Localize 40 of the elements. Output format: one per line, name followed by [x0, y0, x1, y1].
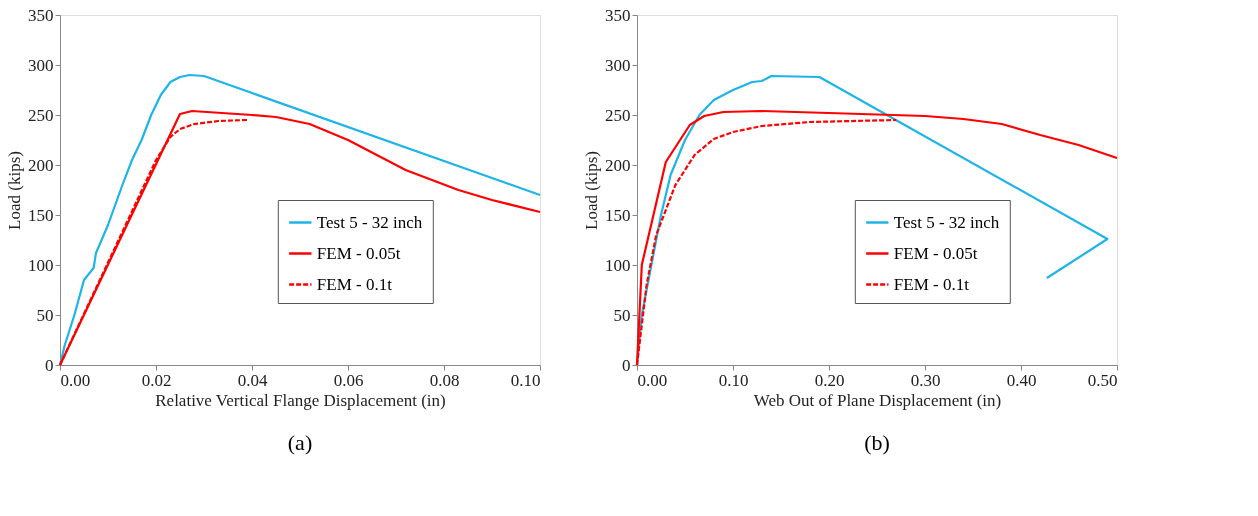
x-tick-label: 0.00 [60, 370, 91, 390]
x-tick-label: 0.08 [429, 370, 460, 390]
text: (a) [287, 430, 313, 455]
y-tick-label: 350 [605, 5, 631, 25]
legend-label: FEM - 0.1t [316, 274, 393, 294]
legend-label: Test 5 - 32 inch [893, 212, 1000, 232]
y-tick-label: 0 [622, 355, 631, 375]
y-tick-label: 250 [28, 105, 54, 125]
x-tick-label: 0.00 [637, 370, 668, 390]
y-tick-label: 0 [45, 355, 54, 375]
y-tick-label: 300 [605, 55, 631, 75]
y-axis-title: Load (kips) [582, 151, 601, 230]
y-tick-label: 250 [605, 105, 631, 125]
legend-label: Test 5 - 32 inch [316, 212, 423, 232]
y-tick-label: 50 [36, 305, 54, 325]
y-tick-label: 200 [605, 155, 631, 175]
y-tick-label: 150 [605, 205, 631, 225]
y-tick-label: 100 [28, 255, 54, 275]
x-axis-title: Web Out of Plane Displacement (in) [753, 390, 1002, 410]
y-tick-label: 100 [605, 255, 631, 275]
x-tick-label: 0.30 [910, 370, 941, 390]
x-tick-label: 0.04 [237, 370, 268, 390]
x-tick-label: 0.06 [333, 370, 364, 390]
legend-label: FEM - 0.05t [893, 243, 978, 263]
y-tick-label: 200 [28, 155, 54, 175]
x-tick-label: 0.50 [1087, 370, 1118, 390]
x-tick-label: 0.02 [141, 370, 172, 390]
x-axis-title: Relative Vertical Flange Displacement (in) [155, 390, 446, 410]
text: (b) [864, 430, 890, 455]
y-axis-title: Load (kips) [5, 151, 24, 230]
x-tick-label: 0.10 [718, 370, 749, 390]
legend-label: FEM - 0.1t [893, 274, 970, 294]
x-tick-label: 0.40 [1006, 370, 1037, 390]
y-tick-label: 350 [28, 5, 54, 25]
y-tick-label: 50 [613, 305, 631, 325]
y-tick-label: 150 [28, 205, 54, 225]
legend-label: FEM - 0.05t [316, 243, 401, 263]
y-tick-label: 300 [28, 55, 54, 75]
x-tick-label: 0.20 [814, 370, 845, 390]
x-tick-label: 0.10 [510, 370, 541, 390]
